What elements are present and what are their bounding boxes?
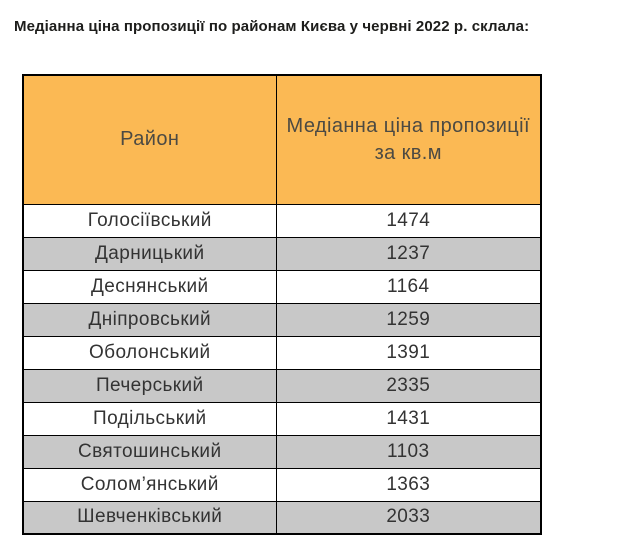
column-header-price: Медіанна ціна пропозиції за кв.м [275, 74, 542, 205]
page-title: Медіанна ціна пропозиції по районам Києв… [14, 18, 530, 35]
price-cell: 1474 [275, 203, 542, 238]
median-price-table: Район Медіанна ціна пропозиції за кв.м Г… [22, 74, 542, 535]
table-row: Дніпровський 1259 [22, 302, 542, 337]
district-cell: Святошинський [22, 434, 277, 469]
district-cell: Деснянський [22, 269, 277, 304]
price-cell: 1431 [275, 401, 542, 436]
table-row: Солом’янський 1363 [22, 467, 542, 502]
district-cell: Оболонський [22, 335, 277, 370]
district-cell: Подільський [22, 401, 277, 436]
table-header-row: Район Медіанна ціна пропозиції за кв.м [22, 74, 542, 205]
district-cell: Шевченківський [22, 500, 277, 535]
price-cell: 1363 [275, 467, 542, 502]
price-cell: 1391 [275, 335, 542, 370]
price-cell: 1164 [275, 269, 542, 304]
district-cell: Печерський [22, 368, 277, 403]
district-cell: Голосіївський [22, 203, 277, 238]
price-cell: 1237 [275, 236, 542, 271]
price-cell: 1259 [275, 302, 542, 337]
price-cell: 2335 [275, 368, 542, 403]
district-cell: Дарницький [22, 236, 277, 271]
table-row: Святошинський 1103 [22, 434, 542, 469]
table-row: Подільський 1431 [22, 401, 542, 436]
table-row: Шевченківський 2033 [22, 500, 542, 535]
table-row: Печерський 2335 [22, 368, 542, 403]
district-cell: Солом’янський [22, 467, 277, 502]
table-row: Голосіївський 1474 [22, 203, 542, 238]
table-row: Дарницький 1237 [22, 236, 542, 271]
district-cell: Дніпровський [22, 302, 277, 337]
table-row: Оболонський 1391 [22, 335, 542, 370]
price-cell: 1103 [275, 434, 542, 469]
price-cell: 2033 [275, 500, 542, 535]
column-header-district: Район [22, 74, 277, 205]
table-row: Деснянський 1164 [22, 269, 542, 304]
